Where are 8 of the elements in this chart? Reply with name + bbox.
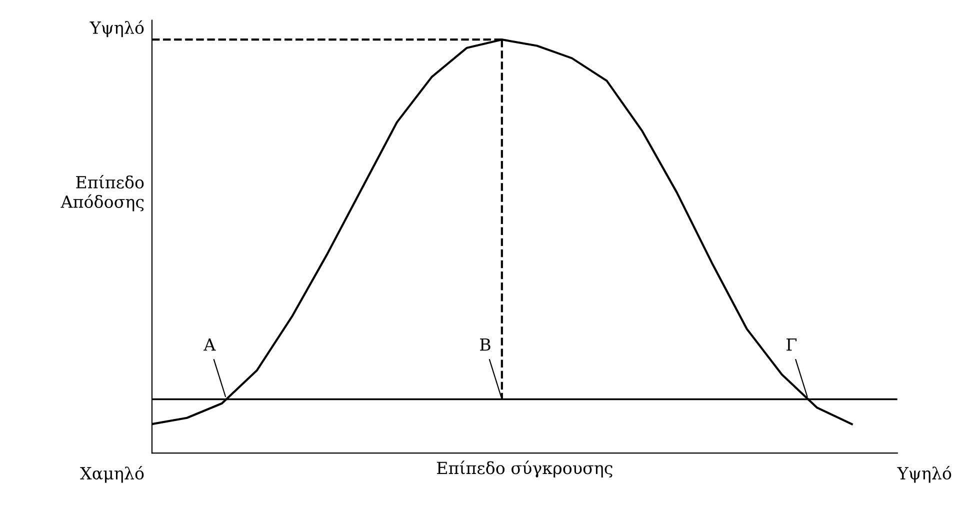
annotation: Γ [786,338,797,351]
x-axis-title: Επίπεδο σύγκρουσης [436,460,612,478]
annotation: Α [204,338,216,351]
y-axis-title: Επίπεδο Απόδοσης [60,174,144,212]
annotation: Β [480,338,490,351]
text: Υψηλό [897,466,952,483]
text: Χαμηλό [80,466,144,483]
text: Υψηλό [90,20,144,38]
